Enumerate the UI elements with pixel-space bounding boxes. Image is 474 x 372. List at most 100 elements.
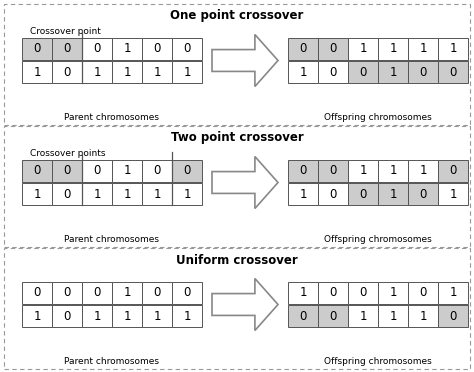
Text: 0: 0 bbox=[359, 65, 367, 78]
Bar bbox=[172, 183, 202, 205]
Text: 1: 1 bbox=[153, 310, 161, 323]
Bar bbox=[288, 305, 318, 327]
Bar bbox=[408, 183, 438, 205]
Bar bbox=[82, 160, 112, 182]
Text: 0: 0 bbox=[64, 42, 71, 55]
Bar bbox=[318, 38, 348, 60]
Text: 0: 0 bbox=[183, 286, 191, 299]
Text: 1: 1 bbox=[123, 164, 131, 177]
Text: Offspring chromosomes: Offspring chromosomes bbox=[324, 112, 432, 122]
Text: 0: 0 bbox=[153, 286, 161, 299]
Bar bbox=[172, 282, 202, 304]
Bar bbox=[378, 305, 408, 327]
Text: 1: 1 bbox=[419, 310, 427, 323]
Bar bbox=[378, 61, 408, 83]
Bar bbox=[348, 61, 378, 83]
Bar bbox=[22, 38, 52, 60]
Text: 1: 1 bbox=[183, 65, 191, 78]
Bar bbox=[318, 61, 348, 83]
Text: 1: 1 bbox=[33, 310, 41, 323]
Bar bbox=[22, 61, 52, 83]
Text: 0: 0 bbox=[93, 164, 100, 177]
Text: Parent chromosomes: Parent chromosomes bbox=[64, 112, 159, 122]
Text: 1: 1 bbox=[359, 42, 367, 55]
Text: 1: 1 bbox=[183, 310, 191, 323]
Bar bbox=[112, 38, 142, 60]
Text: Offspring chromosomes: Offspring chromosomes bbox=[324, 234, 432, 244]
Text: 1: 1 bbox=[389, 164, 397, 177]
Bar bbox=[288, 160, 318, 182]
Text: 1: 1 bbox=[33, 65, 41, 78]
Bar bbox=[348, 160, 378, 182]
Bar bbox=[142, 160, 172, 182]
Bar bbox=[142, 61, 172, 83]
Bar bbox=[348, 282, 378, 304]
Bar bbox=[112, 282, 142, 304]
Text: 1: 1 bbox=[123, 187, 131, 201]
Text: 1: 1 bbox=[123, 310, 131, 323]
Text: 0: 0 bbox=[329, 310, 337, 323]
Text: 0: 0 bbox=[299, 164, 307, 177]
Bar bbox=[112, 305, 142, 327]
Bar bbox=[112, 183, 142, 205]
Bar bbox=[378, 38, 408, 60]
Bar bbox=[348, 38, 378, 60]
Bar bbox=[378, 183, 408, 205]
Text: 0: 0 bbox=[93, 42, 100, 55]
Bar bbox=[52, 305, 82, 327]
Text: 0: 0 bbox=[329, 187, 337, 201]
Text: 0: 0 bbox=[153, 42, 161, 55]
Bar bbox=[52, 61, 82, 83]
Bar bbox=[288, 61, 318, 83]
Bar bbox=[82, 305, 112, 327]
Text: 0: 0 bbox=[329, 286, 337, 299]
Text: 0: 0 bbox=[359, 187, 367, 201]
Bar bbox=[408, 160, 438, 182]
Text: 0: 0 bbox=[64, 164, 71, 177]
Bar bbox=[112, 160, 142, 182]
Text: 1: 1 bbox=[33, 187, 41, 201]
Text: 0: 0 bbox=[329, 42, 337, 55]
Bar bbox=[142, 38, 172, 60]
Text: 0: 0 bbox=[64, 310, 71, 323]
Text: 0: 0 bbox=[329, 164, 337, 177]
Bar bbox=[408, 38, 438, 60]
Text: 1: 1 bbox=[123, 65, 131, 78]
Text: One point crossover: One point crossover bbox=[170, 10, 304, 22]
Text: 0: 0 bbox=[449, 65, 456, 78]
Text: 0: 0 bbox=[449, 310, 456, 323]
Text: 1: 1 bbox=[299, 286, 307, 299]
Text: Parent chromosomes: Parent chromosomes bbox=[64, 356, 159, 366]
Text: 0: 0 bbox=[419, 187, 427, 201]
Text: 1: 1 bbox=[389, 310, 397, 323]
Bar bbox=[438, 61, 468, 83]
Bar bbox=[4, 248, 470, 369]
Text: 1: 1 bbox=[123, 42, 131, 55]
Bar bbox=[288, 282, 318, 304]
Bar bbox=[172, 38, 202, 60]
Bar bbox=[318, 183, 348, 205]
Text: 0: 0 bbox=[419, 65, 427, 78]
Bar bbox=[142, 183, 172, 205]
Bar bbox=[82, 282, 112, 304]
Text: 1: 1 bbox=[389, 286, 397, 299]
Text: 1: 1 bbox=[123, 286, 131, 299]
Text: 0: 0 bbox=[33, 164, 41, 177]
Text: 1: 1 bbox=[449, 187, 457, 201]
Bar bbox=[438, 38, 468, 60]
Text: 1: 1 bbox=[153, 65, 161, 78]
Text: 1: 1 bbox=[359, 164, 367, 177]
Text: Crossover points: Crossover points bbox=[30, 148, 106, 157]
Text: Offspring chromosomes: Offspring chromosomes bbox=[324, 356, 432, 366]
Text: 1: 1 bbox=[93, 65, 101, 78]
Text: 1: 1 bbox=[93, 187, 101, 201]
Bar bbox=[408, 282, 438, 304]
Text: 0: 0 bbox=[64, 65, 71, 78]
Text: 1: 1 bbox=[93, 310, 101, 323]
Text: 1: 1 bbox=[389, 42, 397, 55]
Text: Parent chromosomes: Parent chromosomes bbox=[64, 234, 159, 244]
Text: 0: 0 bbox=[359, 286, 367, 299]
Bar bbox=[438, 183, 468, 205]
Text: 0: 0 bbox=[33, 286, 41, 299]
Polygon shape bbox=[212, 35, 278, 87]
